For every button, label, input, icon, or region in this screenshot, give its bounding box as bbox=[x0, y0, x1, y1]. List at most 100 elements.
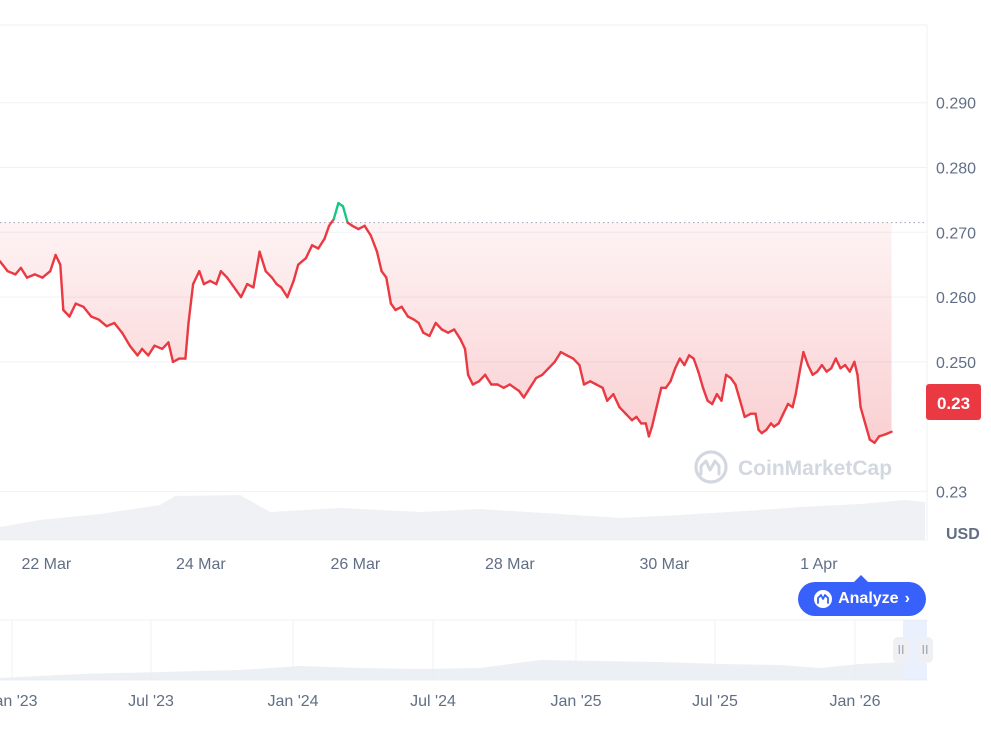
x-axis-labels: 22 Mar 24 Mar 26 Mar 28 Mar 30 Mar 1 Apr bbox=[21, 556, 838, 573]
navigator-label: Jan '25 bbox=[550, 693, 601, 710]
price-line-segment bbox=[153, 344, 164, 351]
price-line-segment bbox=[601, 386, 609, 402]
price-line-segment bbox=[389, 302, 397, 312]
price-line-segment bbox=[239, 282, 249, 299]
price-line-segment bbox=[754, 412, 760, 432]
y-tick-label: 0.270 bbox=[936, 225, 976, 242]
price-line-segment bbox=[701, 386, 709, 402]
price-line-segment bbox=[453, 328, 462, 341]
price-line-segment bbox=[711, 393, 719, 406]
price-line-segment bbox=[280, 286, 289, 299]
price-line-segment bbox=[650, 406, 658, 428]
price-line-segment bbox=[618, 406, 627, 415]
price-line-segment bbox=[49, 253, 57, 273]
price-line-segment bbox=[19, 266, 29, 279]
price-line-segment bbox=[363, 224, 372, 237]
x-tick-label: 30 Mar bbox=[639, 556, 689, 573]
navigator-label: Jul '25 bbox=[692, 693, 738, 710]
navigator-left-handle[interactable]: II bbox=[893, 637, 909, 663]
price-line-segment bbox=[82, 305, 93, 318]
navigator-right-handle[interactable]: II bbox=[917, 637, 933, 663]
price-line-segment bbox=[97, 318, 108, 328]
price-line-segment bbox=[215, 270, 223, 286]
price-line-segment bbox=[697, 370, 705, 389]
price-line-segment bbox=[25, 273, 36, 279]
price-line-segment bbox=[219, 270, 229, 279]
price-line-segment bbox=[400, 305, 410, 318]
price-line-segment bbox=[782, 402, 790, 415]
price-line-segment bbox=[120, 331, 132, 347]
price-line-segment bbox=[729, 376, 737, 386]
analyze-icon bbox=[814, 590, 833, 608]
price-line-segment bbox=[264, 270, 274, 279]
price-line-segment bbox=[624, 412, 634, 422]
price-line-segment bbox=[14, 266, 23, 276]
analyze-label: Analyze bbox=[838, 590, 899, 607]
price-line-segment bbox=[463, 347, 470, 376]
price-line-segment bbox=[167, 341, 175, 364]
navigator-label: Jul '24 bbox=[410, 693, 456, 710]
price-line-segment bbox=[327, 218, 335, 228]
chevron-right-icon: › bbox=[904, 590, 910, 607]
price-line-segment bbox=[0, 260, 9, 273]
price-line-segment bbox=[853, 360, 859, 376]
price-line-segment bbox=[258, 250, 267, 273]
price-area-fill bbox=[0, 222, 892, 443]
coinmarketcap-watermark: CoinMarketCap bbox=[694, 450, 892, 484]
x-tick-label: 22 Mar bbox=[21, 556, 71, 573]
navigator-labels: Jan '23 Jul '23 Jan '24 Jul '24 Jan '25 Jul '… bbox=[0, 693, 881, 710]
price-line-segment bbox=[669, 367, 677, 383]
price-line-segment bbox=[606, 393, 615, 402]
price-line-segment bbox=[547, 360, 556, 370]
price-line-segment bbox=[6, 270, 17, 276]
price-line-segment bbox=[578, 363, 586, 386]
price-line-segment bbox=[647, 425, 654, 438]
price-line-segment bbox=[128, 344, 139, 357]
navigator-label: Jan '23 bbox=[0, 693, 38, 710]
price-line-segment bbox=[136, 347, 144, 357]
watermark-text: CoinMarketCap bbox=[738, 457, 892, 480]
price-line-segment bbox=[341, 205, 349, 224]
price-line-segment bbox=[417, 321, 425, 334]
volume-shape bbox=[0, 495, 925, 540]
analyze-button[interactable]: Analyze › bbox=[798, 575, 926, 616]
price-line-segment bbox=[304, 244, 314, 260]
price-line-segment bbox=[380, 270, 388, 279]
price-line-segment bbox=[89, 315, 101, 321]
price-line-segment bbox=[720, 373, 728, 402]
navigator-label: Jan '24 bbox=[267, 693, 318, 710]
price-line-segment bbox=[187, 282, 195, 325]
range-navigator[interactable]: Jan '23 Jul '23 Jan '24 Jul '24 Jan '25 Jul '… bbox=[0, 619, 927, 710]
price-line-segment bbox=[160, 341, 170, 351]
price-line-segment bbox=[830, 357, 837, 370]
price-line-segment bbox=[323, 224, 331, 241]
price-line-segment bbox=[517, 389, 525, 399]
price-line-segment bbox=[74, 302, 85, 308]
navigator-label: Jan '26 bbox=[829, 693, 880, 710]
price-line-segment bbox=[68, 302, 77, 318]
price-line-segment bbox=[873, 435, 881, 444]
price-line-segment bbox=[434, 321, 444, 331]
price-line-segment bbox=[369, 234, 379, 253]
price-line-segment bbox=[816, 363, 824, 373]
price-line-segment bbox=[54, 253, 62, 266]
price-line-segment bbox=[113, 321, 124, 334]
price-line-segment bbox=[230, 282, 238, 292]
price-line bbox=[0, 201, 893, 444]
navigator-volume bbox=[0, 660, 903, 680]
y-tick-label: 0.290 bbox=[936, 96, 976, 113]
price-line-segment bbox=[856, 373, 862, 409]
price-line-segment bbox=[292, 263, 300, 283]
price-line-segment bbox=[664, 380, 672, 389]
y-tick-label: 0.280 bbox=[936, 161, 976, 178]
price-line-segment bbox=[683, 354, 691, 367]
price-line-segment bbox=[428, 321, 437, 338]
price-line-segment bbox=[528, 376, 538, 389]
price-line-segment bbox=[477, 373, 487, 383]
price-line-segment bbox=[62, 308, 71, 318]
price-line-segment bbox=[105, 321, 116, 328]
price-line-segment bbox=[466, 373, 474, 386]
price-line-segment bbox=[692, 357, 700, 373]
